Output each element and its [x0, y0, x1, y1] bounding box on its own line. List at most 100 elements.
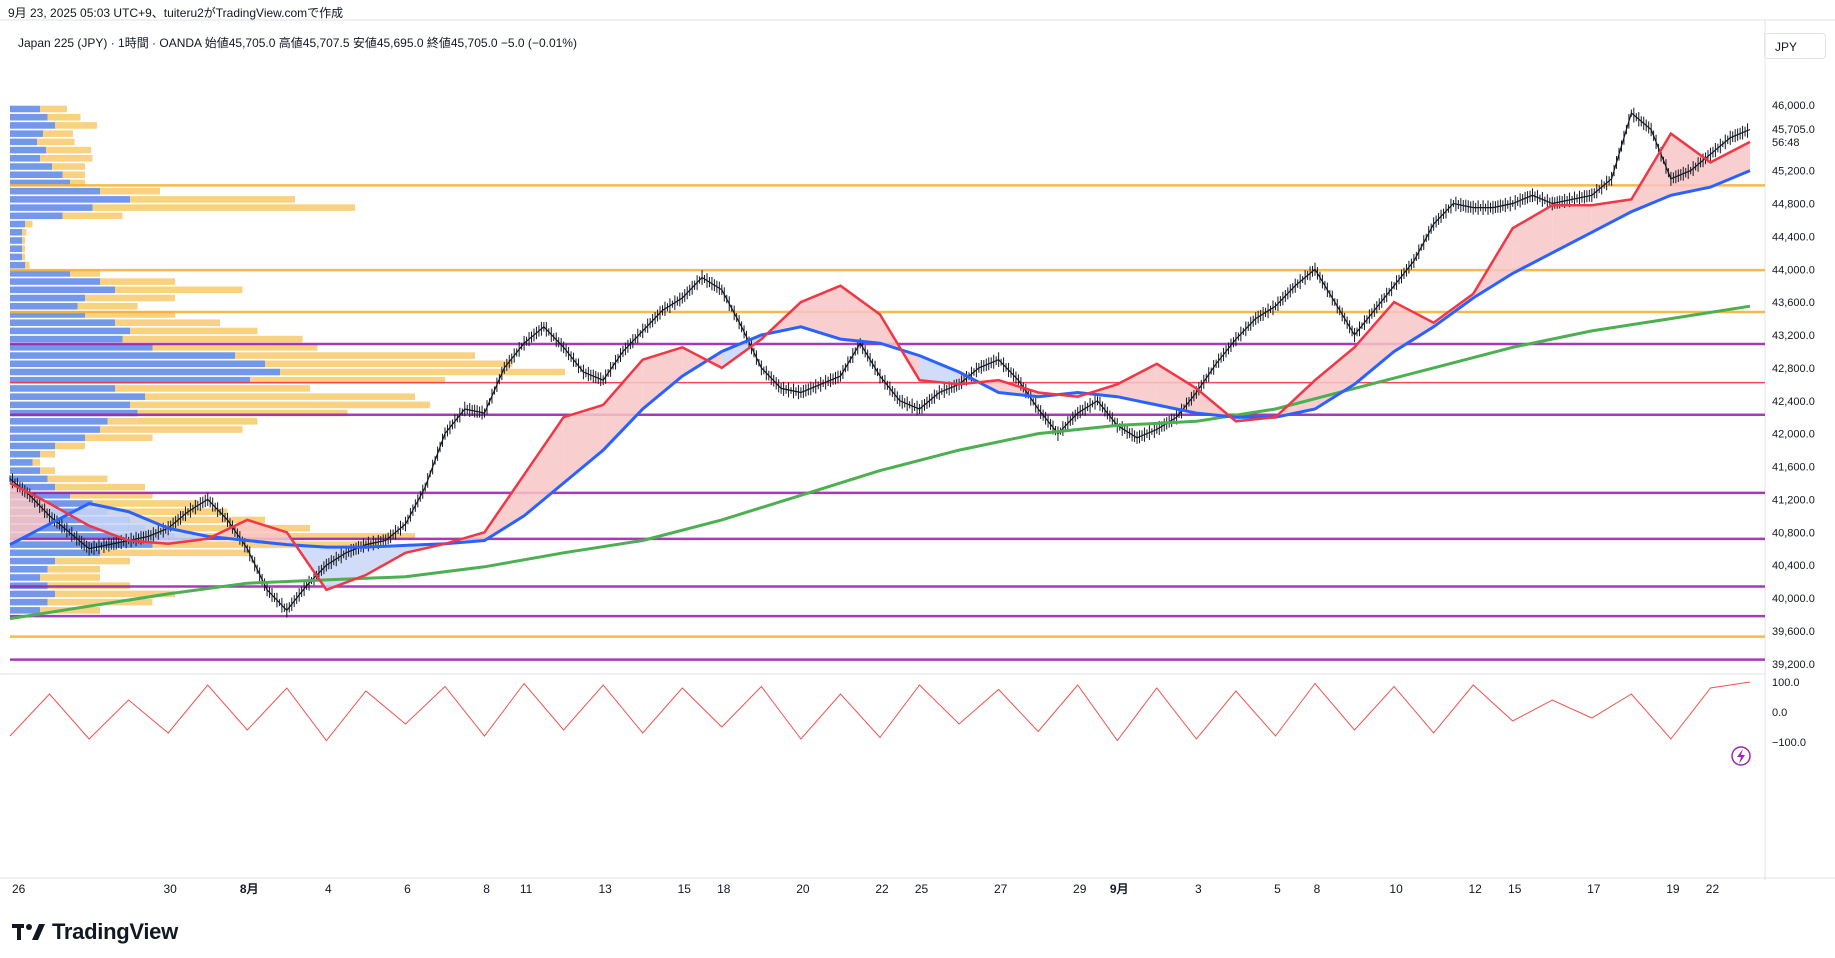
vp-bar-up: [10, 607, 40, 614]
vp-bar-up: [10, 179, 70, 187]
vp-bar-down: [107, 418, 258, 425]
ribbon-segment: [89, 503, 129, 541]
vp-bar-down: [280, 368, 565, 376]
ribbon-segment: [1394, 302, 1434, 352]
x-tick-label: 30: [164, 882, 178, 896]
x-tick-label: 6: [404, 882, 411, 896]
y-tick-label: 42,400.0: [1772, 396, 1815, 408]
vp-bar-up: [10, 212, 63, 220]
ema-mid-series: [9, 169, 1751, 549]
vp-bar-up: [10, 220, 25, 228]
vp-bar-down: [100, 426, 243, 433]
x-tick-label: 22: [875, 882, 889, 896]
vp-bar-down: [70, 179, 85, 187]
ribbon-segment: [840, 285, 880, 344]
vp-bar-up: [10, 590, 55, 598]
vp-bar-down: [115, 385, 310, 392]
vp-bar-up: [10, 557, 55, 565]
y-tick-label: 40,400.0: [1772, 560, 1815, 572]
x-tick-label: 22: [1706, 882, 1720, 896]
x-tick-label: 19: [1666, 882, 1680, 896]
vp-bar-up: [10, 278, 100, 285]
vp-bar-up: [10, 113, 48, 121]
ribbon-segment: [365, 545, 406, 576]
ribbon-segment: [1710, 141, 1750, 188]
vp-bar-up: [10, 434, 85, 442]
last-price-label: 45,705.0: [1772, 124, 1815, 136]
vp-bar-down: [62, 212, 123, 220]
ribbon-segment: [1117, 363, 1157, 405]
lightning-icon[interactable]: [1731, 746, 1751, 766]
vp-bar-down: [145, 393, 415, 400]
ribbon-segment: [1670, 133, 1711, 196]
vp-bar-up: [10, 122, 55, 129]
vp-bar-down: [47, 565, 100, 573]
vp-bar-down: [152, 541, 378, 548]
y-tick-label: 43,600.0: [1772, 297, 1815, 309]
osc-tick-label: 0.0: [1772, 707, 1787, 719]
y-tick-label: 46,000.0: [1772, 100, 1815, 112]
y-tick-label: 42,000.0: [1772, 429, 1815, 441]
vp-bar-up: [10, 196, 130, 203]
osc-tick-label: −100.0: [1772, 737, 1806, 749]
vp-bar-up: [10, 533, 175, 540]
vp-bar-up: [10, 385, 115, 392]
vp-bar-down: [115, 319, 220, 326]
vp-bar-down: [43, 130, 73, 137]
snapshot-header: 9月 23, 2025 05:03 UTC+9、tuiteru2がTrading…: [8, 6, 344, 20]
vp-bar-up: [10, 130, 43, 137]
vp-bar-up: [10, 105, 40, 113]
vp-bar-up: [10, 483, 55, 491]
vp-bar-down: [85, 311, 175, 318]
vp-bar-down: [52, 163, 85, 170]
oscillator-series: [9, 681, 1751, 742]
vp-bar-up: [10, 138, 37, 146]
ribbon-segment: [603, 359, 643, 451]
vp-bar-up: [10, 286, 115, 294]
y-tick-label: 44,800.0: [1772, 199, 1815, 211]
vp-bar-up: [10, 171, 63, 179]
ribbon-segment: [247, 519, 287, 545]
vp-bar-down: [122, 335, 303, 343]
vp-bar-down: [62, 171, 85, 179]
y-tick-label: 44,400.0: [1772, 231, 1815, 243]
x-tick-label: 12: [1469, 882, 1483, 896]
y-tick-label: 39,200.0: [1772, 659, 1815, 671]
vp-bar-down: [152, 344, 318, 351]
vp-bar-down: [137, 409, 348, 417]
y-tick-label: 45,200.0: [1772, 166, 1815, 178]
vp-bar-up: [10, 516, 130, 524]
price-chart[interactable]: 46,000.0 45,200.0 44,800.0 44,400.0 44,000.0…: [0, 0, 1835, 910]
vp-bar-up: [10, 204, 93, 211]
vp-bar-up: [10, 187, 100, 195]
vp-bar-down: [22, 228, 27, 236]
vp-bar-up: [10, 335, 123, 343]
vp-bar-up: [10, 261, 25, 269]
ribbon-segment: [642, 347, 683, 409]
x-tick-label: 29: [1073, 882, 1087, 896]
vp-bar-up: [10, 253, 22, 261]
vp-bar-up: [10, 442, 55, 450]
x-tick-label: 17: [1587, 882, 1601, 896]
ema-fast-series: [9, 131, 1751, 592]
vp-bar-down: [40, 105, 67, 113]
vp-bar-down: [85, 434, 153, 442]
vp-bar-up: [10, 574, 40, 581]
vp-bar-up: [10, 163, 52, 170]
vp-bar-down: [130, 401, 430, 409]
vp-bar-down: [265, 360, 513, 368]
vp-bar-down: [22, 245, 25, 252]
vp-bar-up: [10, 344, 153, 351]
x-tick-label: 26: [12, 882, 26, 896]
vp-bar-up: [10, 549, 100, 557]
vp-bar-down: [250, 376, 445, 384]
x-tick-label: 15: [1508, 882, 1522, 896]
vp-bar-down: [115, 286, 243, 294]
vp-bar-up: [10, 245, 22, 252]
vp-bar-up: [10, 155, 40, 162]
vp-bar-up: [10, 475, 48, 483]
vp-bar-up: [10, 409, 138, 417]
y-tick-label: 42,800.0: [1772, 363, 1815, 375]
vp-bar-down: [55, 483, 145, 491]
y-tick-label: 41,200.0: [1772, 494, 1815, 506]
